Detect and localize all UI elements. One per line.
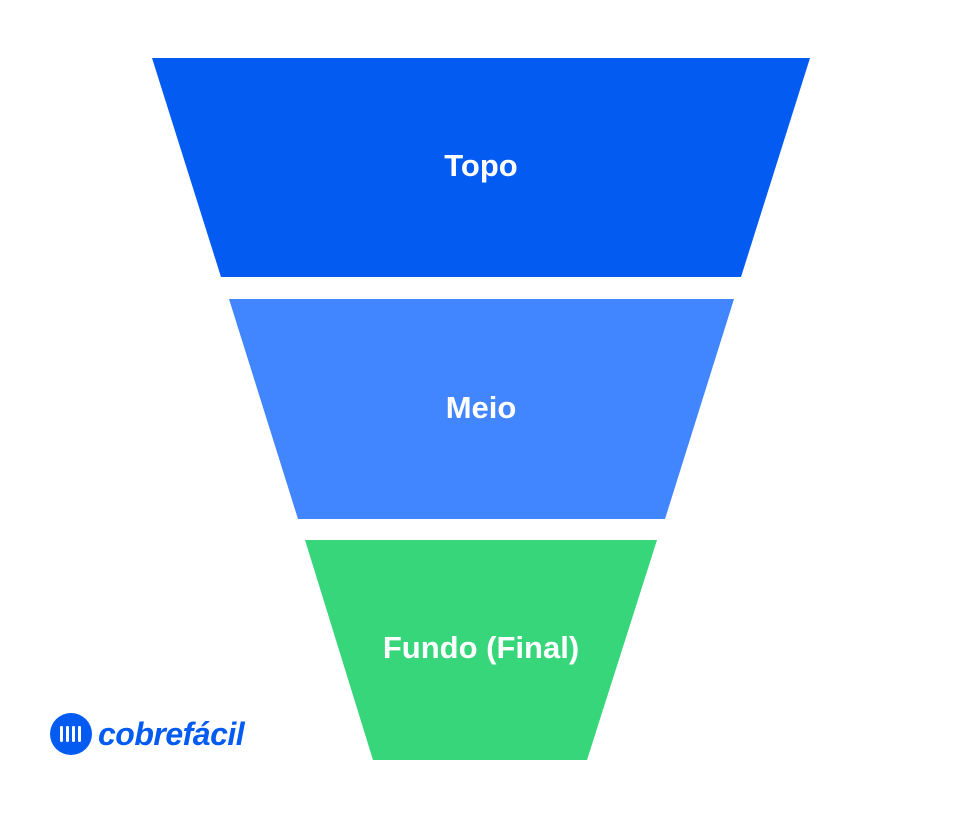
funnel-stage-bottom-label: Fundo (Final) bbox=[383, 630, 579, 665]
brand-name: cobrefácil bbox=[98, 715, 245, 752]
funnel-stage-top-label: Topo bbox=[444, 148, 517, 183]
funnel-stage-top-shape bbox=[152, 58, 810, 277]
funnel-stage-bottom: Fundo (Final) bbox=[305, 540, 657, 760]
funnel-stage-top: Topo bbox=[152, 58, 810, 277]
funnel-stage-bottom-shape bbox=[305, 540, 657, 760]
barcode-circle-icon bbox=[50, 713, 92, 755]
funnel-stage-middle-label: Meio bbox=[446, 390, 517, 425]
funnel-stage-middle-shape bbox=[229, 299, 734, 519]
brand-logo: cobrefácil bbox=[50, 713, 245, 755]
funnel-stage-middle: Meio bbox=[229, 299, 734, 519]
